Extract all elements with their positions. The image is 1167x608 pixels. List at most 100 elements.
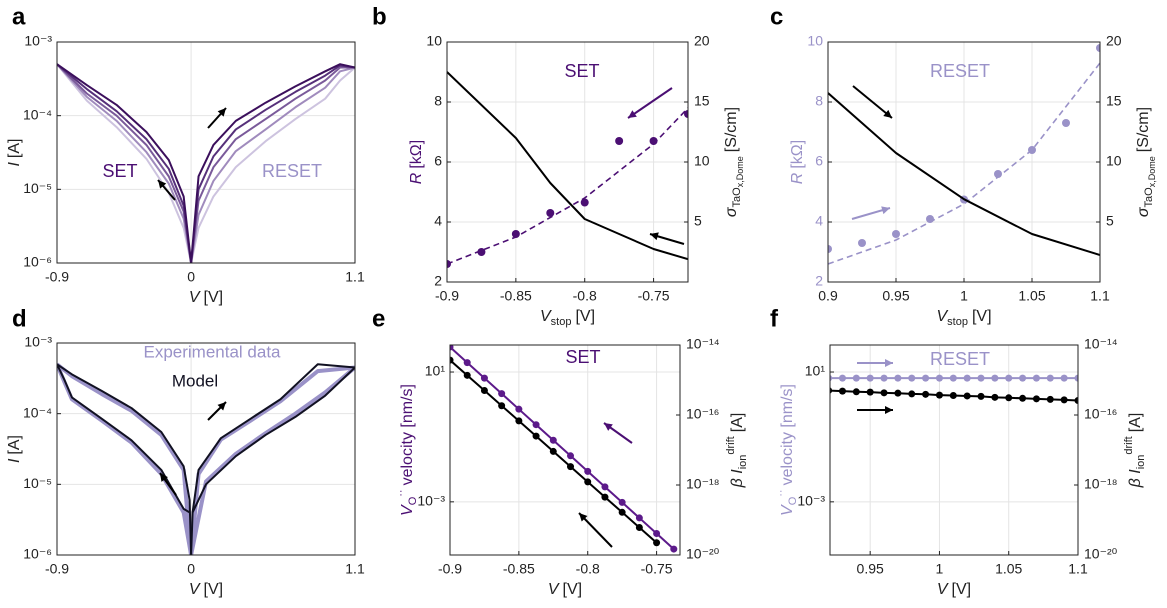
arrow [627,87,673,119]
data-point [852,374,860,382]
data-point [635,514,643,522]
x-tick-label: -0.8 [573,288,597,304]
arrow-head [217,108,226,117]
y2-tick-label: 20 [1106,33,1122,49]
y2-tick-label: 10⁻¹⁴ [686,336,720,352]
plot-frame [827,41,1101,283]
y-tick-label: 2 [815,273,823,289]
axis-label-part: R [408,172,425,184]
x-tick-label: 1.1 [1090,288,1110,304]
series-line [191,363,355,513]
data-point [450,345,454,351]
axis-label: σTaOx,Dome [S/cm] [1135,107,1157,217]
axis-label-part: β I [729,469,746,489]
plot-background [57,343,355,555]
y2-tick-label: 20 [694,33,710,49]
axis-label-part: σ [723,206,740,217]
series-line [450,346,675,550]
y-tick-label: 10 [426,33,442,49]
x-tick-label: 1.05 [995,561,1022,577]
x-tick-label: 1.1 [345,561,365,577]
data-point [991,374,999,382]
x-tick-label: -0.9 [438,561,462,577]
data-point [838,374,846,382]
axis-label-part: [V] [204,581,224,598]
axis-label-part: V [937,581,949,598]
y2-tick-label: 10⁻¹⁸ [1084,476,1118,492]
axis-label-part: I [6,458,23,463]
axis-label-part: velocity [nm/s] [779,384,796,485]
axis-label-part: O [787,496,799,505]
y-tick-label: 10 [807,33,823,49]
data-point [880,389,888,397]
data-point [584,467,592,475]
data-point [894,374,902,382]
y-tick-label: 10¹ [425,363,446,379]
axis-label-part: R [789,172,806,184]
series [57,363,355,555]
annotation: RESET [262,161,322,181]
axis-label: R [kΩ] [408,140,425,184]
data-point [908,390,916,398]
axis-label-part: ·· [395,489,407,496]
y-tick-label: 4 [815,213,823,229]
data-point [922,374,930,382]
y-tick-label: 10⁻⁴ [23,106,52,122]
axis-label-part: [A] [1127,413,1144,433]
annotation: SET [565,347,600,367]
x-tick-label: -0.85 [503,561,535,577]
data-point [1074,374,1078,382]
axis-label: VO·· velocity [nm/s] [775,384,799,516]
data-point [894,389,902,397]
series [57,63,355,263]
x-tick-label: 0.95 [857,561,884,577]
data-point [450,356,454,364]
axis-label-part: [A] [6,138,23,158]
data-point [532,432,540,440]
plot-frame [446,41,689,283]
series-line [57,63,355,263]
arrow-head [881,206,890,215]
data-point [908,374,916,382]
legend-entry: Experimental data [143,342,281,361]
data-point [511,230,520,238]
data-point [480,374,488,382]
data-point [1074,396,1078,404]
series [57,63,355,263]
y2-tick-label: 10⁻¹⁶ [686,406,719,422]
series [447,110,688,268]
y2-tick-label: 15 [1106,93,1122,109]
axis-label-part: drift [1123,436,1135,454]
data-point [1060,396,1068,404]
data-point [653,539,661,547]
data-point [670,545,678,553]
y-tick-label: 10⁻⁵ [23,180,52,196]
data-point [838,387,846,395]
data-point [615,137,624,145]
axis-label-part: V [399,504,416,516]
plot-frame [829,344,1079,556]
y-tick-label: 4 [434,213,442,229]
data-point [463,359,471,367]
x-tick-label: -0.75 [638,288,670,304]
x-tick-label: 1.1 [345,269,365,285]
panel-letter: e [372,305,385,332]
data-point [546,209,555,217]
arrow [852,85,893,119]
legend-entry: Model [172,371,218,390]
axis-label: VO·· velocity [nm/s] [395,384,419,516]
axis-label: Vstop [V] [540,308,595,328]
y2-tick-label: 10⁻¹⁴ [1084,336,1118,352]
plot-background [57,42,355,263]
x-tick-label: 1 [936,561,944,577]
y-tick-label: 6 [815,153,823,169]
data-point [601,483,609,491]
y2-tick-label: 10⁻¹⁶ [1084,406,1117,422]
axis-label-part: β I [1127,469,1144,489]
series-line [57,63,355,263]
data-point [1005,374,1013,382]
x-tick-label: -0.85 [500,288,532,304]
axis-label: V [V] [937,581,971,598]
x-tick-label: 0 [187,561,195,577]
